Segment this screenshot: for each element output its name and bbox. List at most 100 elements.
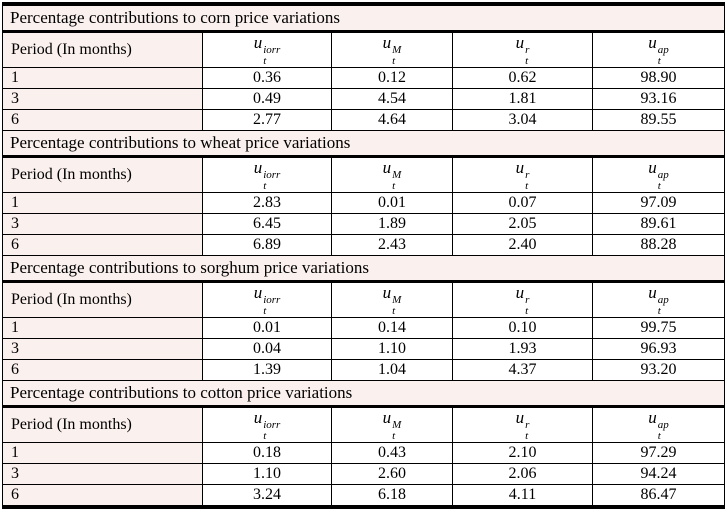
- math-subscript: t: [657, 430, 661, 442]
- math-base: u: [382, 408, 392, 427]
- math-symbol: u ap t: [648, 408, 669, 442]
- table-row: 3 0.04 1.10 1.93 96.93: [2, 338, 726, 360]
- math-base: u: [648, 158, 657, 177]
- math-symbol: u ap t: [648, 283, 669, 317]
- math-subscript: t: [263, 430, 267, 442]
- math-superscript: r: [525, 44, 530, 56]
- math-subscript: t: [525, 305, 529, 317]
- value-cell: 0.12: [331, 67, 453, 89]
- math-superscript: iorr: [263, 419, 281, 431]
- table-row: 6 1.39 1.04 4.37 93.20: [2, 359, 726, 381]
- column-header-ap: u ap t: [591, 156, 726, 193]
- section-title-row: Percentage contributions to cotton price…: [1, 380, 726, 408]
- math-subscript: t: [525, 430, 529, 442]
- period-cell: 1: [2, 67, 203, 89]
- table-row: 3 1.10 2.60 2.06 94.24: [2, 463, 726, 485]
- value-cell: 1.10: [202, 463, 332, 485]
- table-row: 1 0.18 0.43 2.10 97.29: [2, 442, 726, 464]
- section-title-row: Percentage contributions to wheat price …: [1, 130, 726, 158]
- value-cell: 1.04: [331, 359, 453, 381]
- math-superscript: r: [525, 294, 530, 306]
- value-cell: 6.18: [331, 484, 453, 508]
- math-superscript: r: [525, 419, 530, 431]
- math-base: u: [648, 408, 657, 427]
- column-header-iorr: u iorr t: [202, 406, 332, 443]
- math-base: u: [515, 408, 525, 427]
- value-cell: 0.01: [202, 317, 332, 339]
- period-cell: 3: [2, 88, 203, 110]
- math-subscript: t: [657, 305, 661, 317]
- value-cell: 2.10: [452, 442, 593, 464]
- value-cell: 0.36: [202, 67, 332, 89]
- table-row: 6 2.77 4.64 3.04 89.55: [2, 109, 726, 131]
- value-cell: 89.55: [591, 109, 726, 131]
- math-superscript: iorr: [263, 44, 281, 56]
- value-cell: 0.62: [452, 67, 593, 89]
- value-cell: 93.20: [591, 359, 726, 381]
- value-cell: 2.43: [331, 234, 453, 256]
- math-base: u: [253, 158, 263, 177]
- value-cell: 6.89: [202, 234, 332, 256]
- period-cell: 1: [2, 317, 203, 339]
- column-header-iorr: u iorr t: [202, 31, 332, 68]
- period-cell: 1: [2, 192, 203, 214]
- period-cell: 6: [2, 359, 203, 381]
- table-row: 6 6.89 2.43 2.40 88.28: [2, 234, 726, 256]
- math-superscript: M: [392, 169, 402, 181]
- math-base: u: [382, 158, 392, 177]
- value-cell: 94.24: [591, 463, 726, 485]
- math-superscript: r: [525, 169, 530, 181]
- math-symbol: u ap t: [648, 33, 669, 67]
- math-subscript: t: [657, 55, 661, 67]
- value-cell: 2.40: [452, 234, 593, 256]
- value-cell: 3.04: [452, 109, 593, 131]
- math-superscript: M: [392, 44, 402, 56]
- value-cell: 0.14: [331, 317, 453, 339]
- column-header-ap: u ap t: [591, 31, 726, 68]
- math-symbol: u iorr t: [253, 158, 281, 192]
- value-cell: 1.93: [452, 338, 593, 360]
- value-cell: 89.61: [591, 213, 726, 235]
- section-title: Percentage contributions to cotton price…: [1, 380, 726, 408]
- math-superscript: M: [392, 419, 402, 431]
- math-superscript: ap: [657, 169, 669, 181]
- value-cell: 3.24: [202, 484, 332, 508]
- math-subscript: t: [657, 180, 661, 192]
- table-row: 3 6.45 1.89 2.05 89.61: [2, 213, 726, 235]
- math-subscript: t: [392, 305, 396, 317]
- math-base: u: [648, 283, 657, 302]
- value-cell: 0.18: [202, 442, 332, 464]
- value-cell: 6.45: [202, 213, 332, 235]
- value-cell: 97.29: [591, 442, 726, 464]
- value-cell: 99.75: [591, 317, 726, 339]
- math-base: u: [253, 283, 263, 302]
- math-subscript: t: [392, 180, 396, 192]
- section-title: Percentage contributions to corn price v…: [1, 3, 726, 33]
- math-superscript: ap: [657, 419, 669, 431]
- section-title: Percentage contributions to sorghum pric…: [1, 255, 726, 283]
- section-title: Percentage contributions to wheat price …: [1, 130, 726, 158]
- period-column-header: Period (In months): [2, 31, 203, 68]
- value-cell: 2.77: [202, 109, 332, 131]
- table-row: 6 3.24 6.18 4.11 86.47: [2, 484, 726, 508]
- math-base: u: [648, 33, 657, 52]
- value-cell: 2.60: [331, 463, 453, 485]
- math-base: u: [515, 158, 525, 177]
- period-cell: 6: [2, 109, 203, 131]
- math-base: u: [515, 283, 525, 302]
- math-base: u: [515, 33, 525, 52]
- value-cell: 98.90: [591, 67, 726, 89]
